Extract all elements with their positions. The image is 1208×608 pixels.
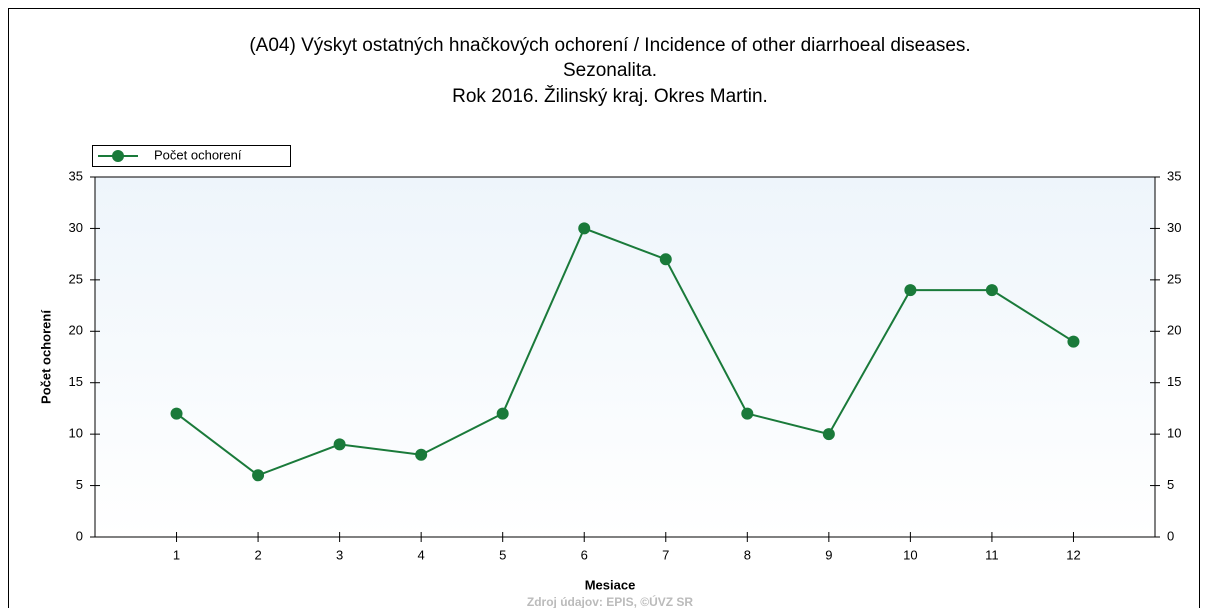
y2-tick-label: 5 (1167, 477, 1174, 492)
chart-title: Sezonalita. (563, 60, 657, 81)
y-tick-label: 20 (69, 323, 83, 338)
x-tick-label: 2 (254, 547, 261, 562)
point (252, 469, 265, 482)
point (904, 284, 917, 297)
y-tick-label: 30 (69, 220, 83, 235)
y-tick-label: 35 (69, 168, 83, 183)
x-tick-label: 8 (744, 547, 751, 562)
chart-title: Rok 2016. Žilinský kraj. Okres Martin. (452, 85, 768, 107)
plot-area (95, 177, 1155, 537)
y2-tick-label: 0 (1167, 528, 1174, 543)
x-tick-label: 3 (336, 547, 343, 562)
y-tick-label: 0 (76, 528, 83, 543)
point (1067, 335, 1080, 348)
x-tick-label: 12 (1066, 547, 1080, 562)
point (415, 448, 428, 461)
y2-tick-label: 15 (1167, 374, 1181, 389)
x-tick-label: 6 (581, 547, 588, 562)
y2-tick-label: 20 (1167, 323, 1181, 338)
x-axis-title: Mesiace (585, 577, 636, 592)
y-tick-label: 25 (69, 271, 83, 286)
x-tick-label: 5 (499, 547, 506, 562)
x-tick-label: 10 (903, 547, 917, 562)
legend-box (92, 145, 291, 167)
y2-tick-label: 30 (1167, 220, 1181, 235)
source: Zdroj údajov: EPIS, ©ÚVZ SR (527, 594, 694, 608)
point (659, 253, 672, 266)
x-tick-label: 4 (418, 547, 425, 562)
point (822, 428, 835, 441)
chart-title: (A04) Výskyt ostatných hnačkových ochore… (249, 35, 970, 56)
point (578, 222, 591, 235)
point (496, 407, 509, 420)
y-tick-label: 15 (69, 374, 83, 389)
y2-tick-label: 25 (1167, 271, 1181, 286)
x-tick-label: 7 (662, 547, 669, 562)
point (170, 407, 183, 420)
point (985, 284, 998, 297)
series-line (175, 227, 1074, 477)
legend-marker (112, 150, 124, 162)
plot-border (94, 176, 1156, 538)
point (333, 438, 346, 451)
y-tick-label: 5 (76, 477, 83, 492)
x-tick-label: 1 (173, 547, 180, 562)
y2-tick-label: 35 (1167, 168, 1181, 183)
frame (8, 8, 1200, 608)
legend-label: Počet ochorení (154, 147, 242, 162)
y-tick-label: 10 (69, 426, 83, 441)
x-tick-label: 9 (825, 547, 832, 562)
x-tick-label: 11 (985, 547, 999, 562)
point (741, 407, 754, 420)
y-axis-title: Počet ochorení (38, 310, 53, 404)
y2-tick-label: 10 (1167, 426, 1181, 441)
